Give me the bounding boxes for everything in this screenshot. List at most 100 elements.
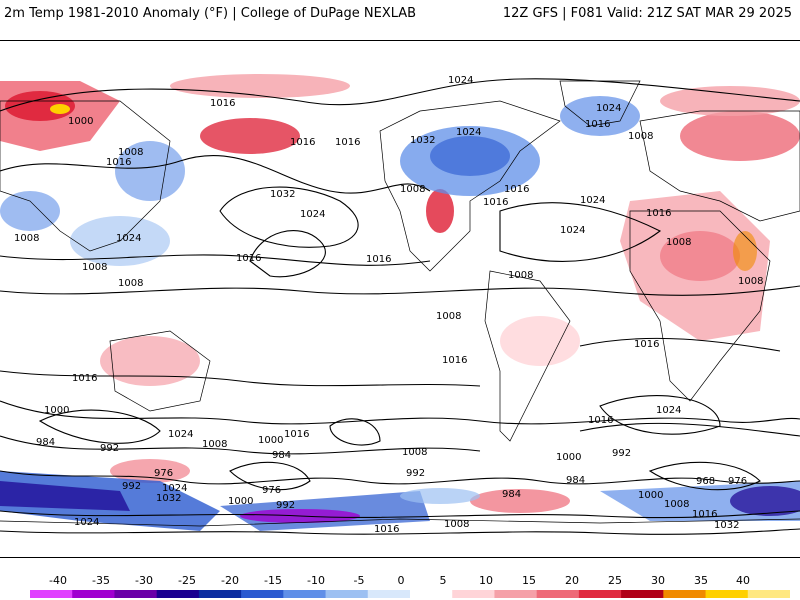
isobar-label: 1024	[448, 75, 473, 86]
anomaly-colorbar: -40 -35 -30 -25 -20 -15 -10 -5 0 5 10 15…	[0, 568, 800, 600]
colorbar-tick-label: -5	[353, 574, 365, 587]
isobar-label: 1008	[628, 131, 653, 142]
isobar-label: 1008	[118, 278, 143, 289]
isobar-label: 1008	[402, 447, 427, 458]
isobar-label: 1024	[162, 483, 187, 494]
isobar-label: 1016	[504, 184, 529, 195]
isobar-label: 1000	[258, 435, 283, 446]
colorbar-tick-label: 30	[651, 574, 665, 587]
isobar-label: 1008	[664, 499, 689, 510]
colorbar-cell	[578, 590, 622, 598]
isobar-label: 1024	[560, 225, 585, 236]
colorbar-cell	[410, 590, 453, 598]
colorbar-cell	[156, 590, 200, 598]
colorbar-strip	[30, 590, 790, 598]
isobar-label: 992	[100, 443, 119, 454]
isobar-label: 1016	[284, 429, 309, 440]
continent-outlines	[0, 80, 800, 527]
isobar-label: 1016	[588, 415, 613, 426]
isobar-label: 1008	[202, 439, 227, 450]
isobar-label: 976	[728, 476, 747, 487]
isobar-label: 1008	[738, 276, 763, 287]
colorbar-tick-label: -30	[135, 574, 153, 587]
isobar-label: 1016	[335, 137, 360, 148]
isobar-label: 992	[612, 448, 631, 459]
colorbar-tick-label: 40	[736, 574, 750, 587]
colorbar-cell	[30, 590, 73, 598]
model-run-info: 12Z GFS | F081 Valid: 21Z SAT MAR 29 202…	[502, 6, 792, 21]
colorbar-cell	[494, 590, 538, 598]
colorbar-cell	[536, 590, 580, 598]
colorbar-tick-label: 25	[608, 574, 622, 587]
isobar-label: 992	[122, 481, 141, 492]
isobar-label: 984	[36, 437, 55, 448]
isobar-contours	[0, 78, 800, 535]
colorbar-tick-label: 15	[522, 574, 536, 587]
isobar-label: 1024	[168, 429, 193, 440]
isobar-label: 1024	[74, 517, 99, 528]
isobar-label: 1016	[634, 339, 659, 350]
isobar-label: 1008	[400, 184, 425, 195]
isobar-label: 1000	[68, 116, 93, 127]
isobar-label: 1016	[106, 157, 131, 168]
colorbar-cell	[747, 590, 790, 598]
colorbar-cell	[705, 590, 749, 598]
isobar-label: 1032	[714, 520, 739, 531]
colorbar-tick-label: -40	[49, 574, 67, 587]
isobar-label: 992	[276, 500, 295, 511]
isobar-label: 984	[566, 475, 585, 486]
isobar-label-layer: 1024 1016 1000 1008 1016 1016 1024 1032 …	[14, 75, 763, 535]
isobar-label: 1016	[692, 509, 717, 520]
colorbar-tick-label: -35	[92, 574, 110, 587]
colorbar-cell	[114, 590, 158, 598]
isobar-label: 1032	[156, 493, 181, 504]
isobar-label: 1016	[585, 119, 610, 130]
colorbar-tick-label: -10	[307, 574, 325, 587]
colorbar-cell	[452, 590, 495, 598]
colorbar-tick-label: 0	[397, 574, 405, 587]
isobar-label: 1024	[656, 405, 681, 416]
colorbar-cell	[325, 590, 369, 598]
isobar-label: 968	[696, 476, 715, 487]
colorbar-cell	[367, 590, 411, 598]
colorbar-tick-label: 10	[479, 574, 493, 587]
isobar-label: 1008	[508, 270, 533, 281]
isobar-label: 1016	[210, 98, 235, 109]
anomaly-map: 1024 1016 1000 1008 1016 1016 1024 1032 …	[0, 40, 800, 558]
colorbar-tick-label: 5	[439, 574, 447, 587]
isobar-label: 1016	[72, 373, 97, 384]
map-header: 2m Temp 1981-2010 Anomaly (°F) | College…	[0, 0, 800, 40]
colorbar-tick-label: -20	[221, 574, 239, 587]
isobar-label: 1016	[442, 355, 467, 366]
colorbar-tick-label: 20	[565, 574, 579, 587]
isobar-label: 1000	[228, 496, 253, 507]
isobar-label: 1032	[270, 189, 295, 200]
map-title: 2m Temp 1981-2010 Anomaly (°F) | College…	[4, 6, 417, 21]
isobar-label: 1008	[14, 233, 39, 244]
isobar-label: 1016	[366, 254, 391, 265]
anomaly-shading	[0, 74, 800, 531]
isobar-label: 1024	[580, 195, 605, 206]
isobar-label: 1016	[483, 197, 508, 208]
isobar-label: 1032	[410, 135, 435, 146]
colorbar-cell	[241, 590, 284, 598]
colorbar-cell	[198, 590, 242, 598]
isobar-label: 976	[154, 468, 173, 479]
isobar-label: 1024	[456, 127, 481, 138]
isobar-label: 1000	[556, 452, 581, 463]
colorbar-cell	[663, 590, 707, 598]
isobar-label: 1008	[118, 147, 143, 158]
colorbar-tick-label: -15	[264, 574, 282, 587]
isobar-label: 1024	[596, 103, 621, 114]
isobar-label: 1000	[44, 405, 69, 416]
colorbar-cell	[621, 590, 664, 598]
isobar-label: 1016	[236, 253, 261, 264]
isobar-label: 1024	[116, 233, 141, 244]
map-canvas: 1024 1016 1000 1008 1016 1016 1024 1032 …	[0, 74, 800, 535]
isobar-label: 1016	[374, 524, 399, 535]
colorbar-tick-label: -25	[178, 574, 196, 587]
isobar-label: 1008	[82, 262, 107, 273]
isobar-label: 1008	[444, 519, 469, 530]
isobar-label: 1000	[638, 490, 663, 501]
isobar-label: 976	[262, 485, 281, 496]
